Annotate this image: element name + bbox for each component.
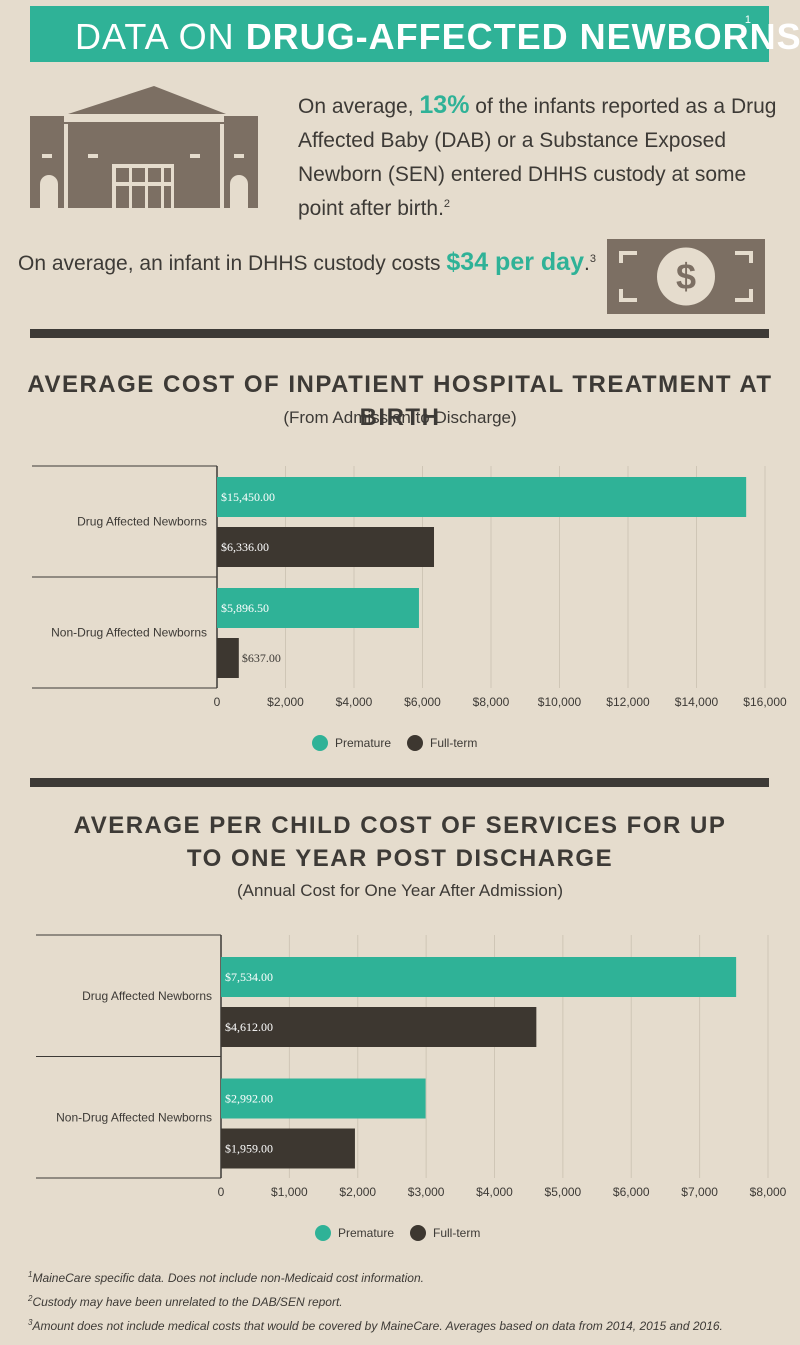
tick-label: $2,000	[339, 1185, 376, 1199]
footnote-3-num: 3	[28, 1318, 33, 1327]
bar-full-term	[221, 1128, 355, 1169]
bar-value-label: $5,896.50	[221, 601, 269, 615]
header-banner: DATA ON DRUG-AFFECTED NEWBORNS 1	[30, 6, 800, 62]
footnote-2-num: 2	[28, 1294, 33, 1303]
bar-premature	[217, 477, 747, 517]
legend-label: Premature	[335, 736, 391, 750]
svg-text:$: $	[676, 256, 696, 297]
tick-label: $5,000	[545, 1185, 582, 1199]
legend-label: Full-term	[430, 736, 477, 750]
intro-pre: On average,	[298, 95, 420, 118]
tick-label: $7,000	[681, 1185, 718, 1199]
tick-label: $12,000	[606, 695, 650, 709]
chart2-subtitle: (Annual Cost for One Year After Admissio…	[236, 881, 563, 900]
legend-marker	[315, 1225, 331, 1241]
title-light: DATA ON	[75, 16, 246, 57]
tick-label: $6,000	[404, 695, 441, 709]
bar-full-term	[221, 1007, 537, 1047]
intro-footnote-ref: 2	[443, 198, 451, 210]
legend-label: Full-term	[433, 1226, 480, 1240]
intro-highlight: 13%	[419, 91, 470, 119]
bar-premature	[221, 957, 737, 997]
bar-premature	[221, 1078, 426, 1119]
bar-value-label: $2,992.00	[225, 1092, 273, 1106]
tick-label: $10,000	[538, 695, 582, 709]
bar-value-label: $1,959.00	[225, 1142, 273, 1156]
footnote-2: 2Custody may have been unrelated to the …	[28, 1294, 343, 1309]
tick-label: $4,000	[476, 1185, 513, 1199]
tick-label: $6,000	[613, 1185, 650, 1199]
category-label: Drug Affected Newborns	[77, 515, 207, 529]
cost-pre: On average, an infant in DHHS custody co…	[18, 252, 447, 275]
dollar-bill-icon: $	[607, 239, 765, 314]
tick-label: $14,000	[675, 695, 719, 709]
footnote-3: 3Amount does not include medical costs t…	[28, 1318, 723, 1333]
tick-label: 0	[214, 695, 221, 709]
section-divider-1	[30, 329, 769, 338]
title-footnote-ref: 1	[744, 14, 751, 26]
tick-label: $8,000	[750, 1185, 787, 1199]
footnote-3-text: Amount does not include medical costs th…	[32, 1319, 723, 1333]
tick-label: 0	[218, 1185, 225, 1199]
category-label: Non-Drug Affected Newborns	[51, 626, 207, 640]
tick-label: $1,000	[271, 1185, 308, 1199]
footnote-1-num: 1	[28, 1270, 33, 1279]
cost-highlight: $34 per day	[446, 248, 584, 276]
tick-label: $16,000	[743, 695, 787, 709]
bar-value-label: $7,534.00	[225, 970, 273, 984]
page-title: DATA ON DRUG-AFFECTED NEWBORNS	[75, 16, 800, 58]
bar-full-term	[217, 527, 435, 567]
category-label: Non-Drug Affected Newborns	[56, 1110, 212, 1124]
cost-footnote-ref: 3	[589, 253, 596, 265]
category-label: Drug Affected Newborns	[82, 989, 212, 1003]
daily-cost-text: On average, an infant in DHHS custody co…	[18, 248, 596, 277]
tick-label: $4,000	[336, 695, 373, 709]
bar-value-label: $6,336.00	[221, 540, 269, 554]
footnote-2-text: Custody may have been unrelated to the D…	[32, 1295, 343, 1309]
bar-premature	[217, 588, 419, 628]
chart1-hospital-cost: 0 $2,000 $4,000 $6,000 $8,000 $10,000 $12,000 $…	[32, 465, 787, 751]
bar-value-label: $15,450.00	[221, 490, 275, 504]
legend-label: Premature	[338, 1226, 394, 1240]
footnote-1: 1MaineCare specific data. Does not inclu…	[28, 1270, 424, 1285]
chart2-post-discharge-cost: 0 $1,000 $2,000 $3,000 $4,000 $5,000 $6,000 $7,…	[36, 934, 787, 1241]
footnote-1-text: MaineCare specific data. Does not includ…	[32, 1271, 424, 1285]
chart2-title: AVERAGE PER CHILD COST OF SERVICES FOR U…	[73, 812, 727, 872]
tick-label: $2,000	[267, 695, 304, 709]
cost-post: .	[583, 252, 590, 275]
bar-value-label: $637.00	[242, 651, 281, 665]
custody-percentage-text: On average, 13% of the infants reported …	[298, 88, 778, 226]
building-icon	[30, 86, 258, 208]
legend-marker	[312, 735, 328, 751]
section-divider-2	[30, 778, 769, 787]
chart1-title: AVERAGE COST OF INPATIENT HOSPITAL TREAT…	[27, 371, 773, 431]
chart1-subtitle: (From Admission to Discharge)	[283, 408, 517, 427]
legend-marker	[410, 1225, 426, 1241]
tick-label: $8,000	[473, 695, 510, 709]
intro-post: of the infants reported as a Drug Affect…	[298, 95, 777, 220]
tick-label: $3,000	[408, 1185, 445, 1199]
bar-value-label: $4,612.00	[225, 1020, 273, 1034]
title-bold: DRUG-AFFECTED NEWBORNS	[245, 16, 800, 57]
bar-full-term	[217, 638, 239, 678]
legend-marker	[407, 735, 423, 751]
